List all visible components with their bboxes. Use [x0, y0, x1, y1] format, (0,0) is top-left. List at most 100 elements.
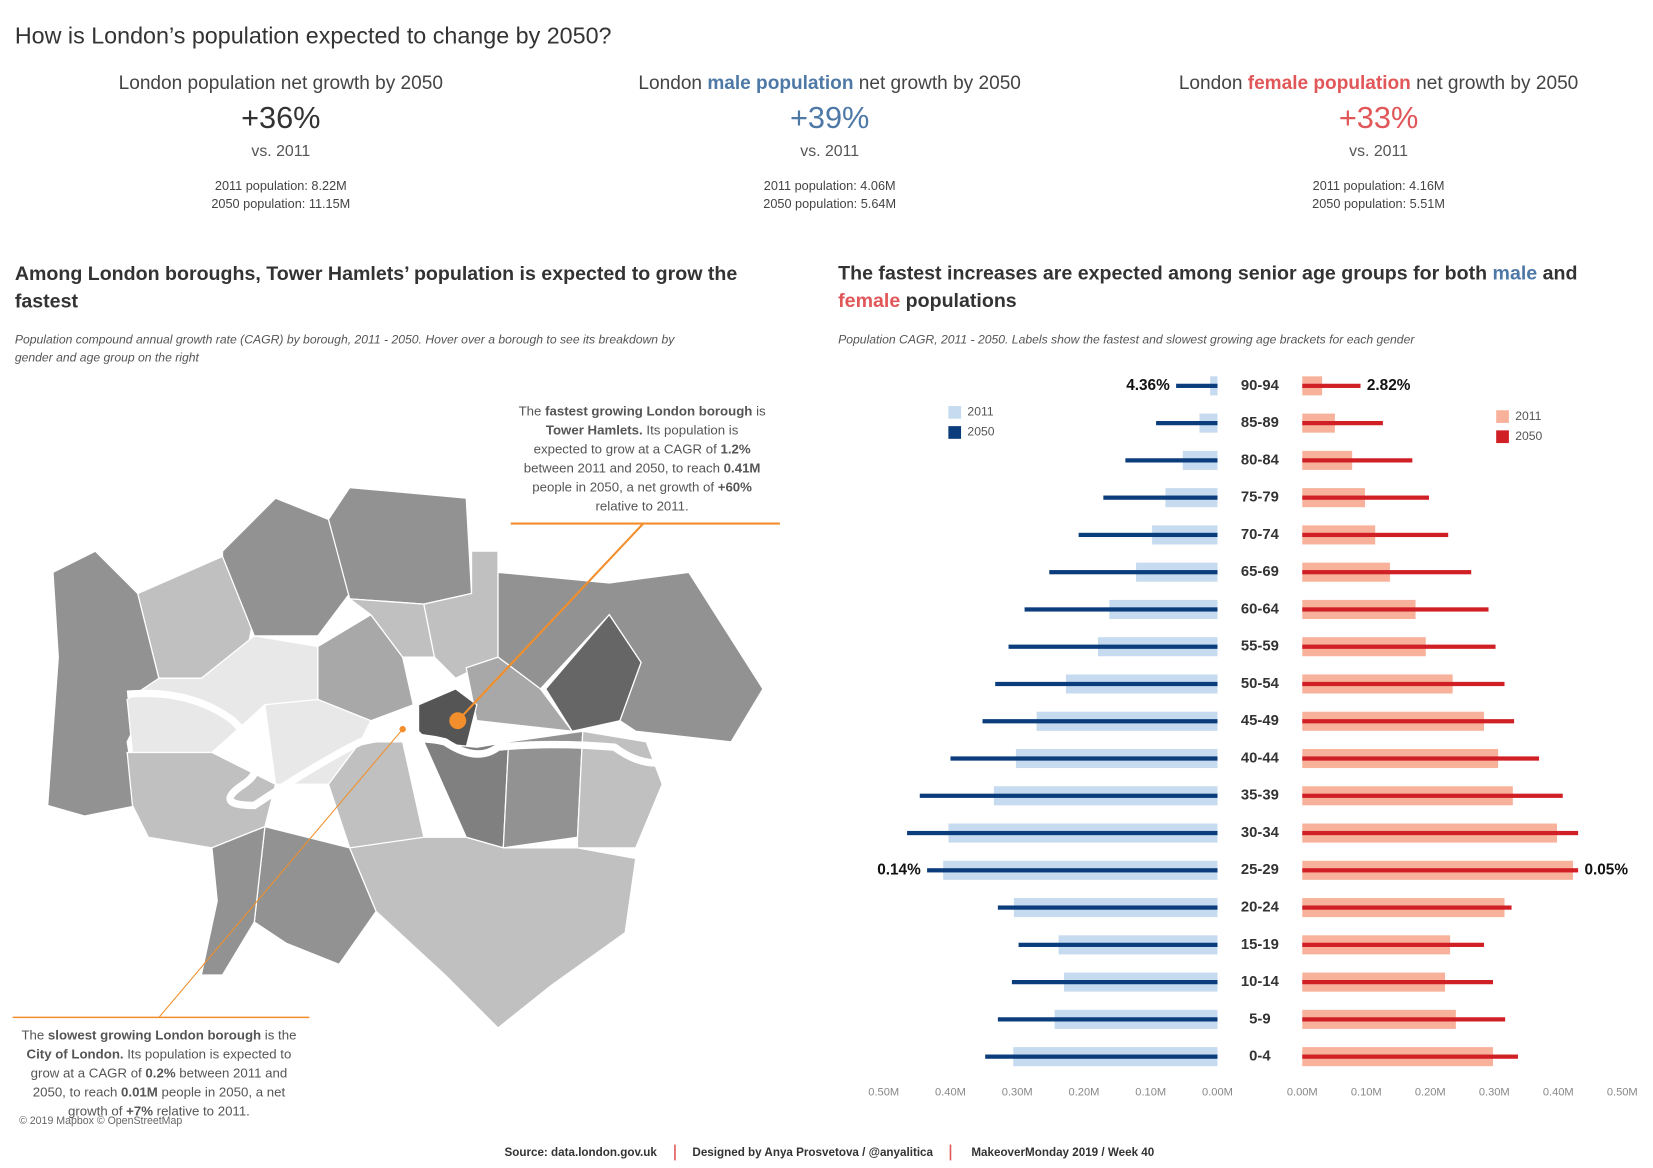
category-label: 20-24 [1241, 900, 1280, 916]
borough [200, 825, 266, 976]
text-run: fastest growing London borough [545, 403, 752, 418]
bar [1302, 681, 1505, 687]
bar [1302, 383, 1361, 388]
category-label: 5-9 [1249, 1011, 1270, 1027]
text-run: between 2011 and 2050, to reach [524, 460, 724, 475]
text-run: expected to grow at a CAGR of [534, 441, 721, 456]
borough [422, 741, 510, 849]
bar [1302, 793, 1563, 798]
annotation-line: grow at a CAGR of 0.2% between 2011 and [31, 1065, 288, 1080]
section-title: fastest [15, 290, 79, 312]
kpi-value: +33% [1339, 100, 1418, 135]
text-run: London [1179, 73, 1248, 94]
legend-label: 2011 [1515, 409, 1541, 423]
category-label: 35-39 [1241, 788, 1279, 804]
x-tick-label: 0.50M [1607, 1087, 1638, 1099]
kpi-comparison: vs. 2011 [1349, 143, 1408, 160]
bar [1018, 942, 1218, 947]
bar [1302, 1017, 1506, 1022]
text-run: slowest growing London borough [48, 1027, 261, 1042]
text-run: net growth by 2050 [853, 73, 1020, 94]
footer-text: MakeoverMonday 2019 / Week 40 [971, 1146, 1154, 1159]
kpi-heading: London male population net growth by 205… [638, 73, 1021, 94]
bar [1302, 979, 1493, 985]
category-label: 15-19 [1241, 937, 1279, 953]
bar [1156, 420, 1218, 426]
highlight-dot [399, 725, 406, 733]
x-tick-label: 0.30M [1002, 1087, 1033, 1099]
bar [950, 756, 1218, 761]
text-run: Its population is expected to [124, 1046, 292, 1061]
text-run: relative to 2011. [596, 498, 689, 513]
x-tick-label: 0.00M [1202, 1087, 1233, 1099]
map [12, 486, 780, 1029]
kpi-detail: 2050 population: 5.51M [1312, 196, 1445, 211]
text-run: The [519, 403, 545, 418]
cagr-label: 0.05% [1584, 861, 1628, 878]
bar [1302, 905, 1512, 910]
bar [995, 681, 1218, 687]
category-label: 90-94 [1241, 378, 1280, 394]
section-subtitle: Population compound annual growth rate (… [15, 333, 675, 347]
text-run: +7% [126, 1103, 153, 1118]
text-run: Tower Hamlets. [546, 422, 643, 437]
chart-subtitle: Population CAGR, 2011 - 2050. Labels sho… [838, 333, 1415, 347]
text-run: is [752, 403, 766, 418]
x-tick-label: 0.40M [1543, 1087, 1574, 1099]
text-run: male [1493, 263, 1538, 285]
category-label: 30-34 [1241, 825, 1280, 841]
bar [1176, 383, 1218, 388]
text-run: The [21, 1027, 47, 1042]
legend-label: 2050 [967, 425, 994, 439]
section-title: Among London boroughs, Tower Hamlets’ po… [15, 263, 738, 285]
chart-title: female populations [838, 290, 1017, 312]
category-label: 40-44 [1241, 750, 1280, 766]
bar [919, 793, 1218, 798]
bar [1302, 756, 1540, 761]
legend-label: 2050 [1515, 429, 1542, 443]
bar [1302, 868, 1579, 873]
page-title: How is London’s population expected to c… [15, 22, 612, 48]
x-tick-label: 0.50M [868, 1087, 899, 1099]
text-run: populations [900, 290, 1017, 312]
kpi-detail: 2011 population: 8.22M [215, 178, 347, 193]
bar [1302, 644, 1496, 649]
kpi-comparison: vs. 2011 [251, 143, 310, 160]
text-run: London population net growth by 2050 [119, 73, 443, 94]
category-label: 0-4 [1249, 1049, 1271, 1065]
bar [927, 868, 1218, 873]
bar [1049, 570, 1218, 575]
legend-swatch [1496, 430, 1509, 444]
bar [1008, 644, 1218, 649]
bar [997, 905, 1218, 910]
bar [985, 1054, 1218, 1059]
x-tick-label: 0.00M [1287, 1087, 1318, 1099]
text-run: people in 2050, a net [158, 1084, 286, 1099]
borough [544, 613, 642, 733]
annotation-line: City of London. Its population is expect… [27, 1046, 292, 1061]
text-run: is the [261, 1027, 296, 1042]
bar [982, 719, 1218, 724]
borough [348, 836, 637, 1029]
annotation-line: The fastest growing London borough is [519, 403, 766, 418]
category-label: 80-84 [1241, 452, 1280, 468]
x-tick-label: 0.20M [1415, 1087, 1446, 1099]
bar [1078, 532, 1218, 538]
leader-line [158, 728, 404, 1018]
text-run: City of London. [27, 1046, 124, 1061]
legend-swatch [1496, 410, 1509, 423]
text-run: male population [707, 73, 853, 94]
text-run: relative to 2011. [153, 1103, 250, 1118]
highlight-dot [449, 712, 467, 730]
bar [1103, 495, 1218, 500]
borough [327, 486, 473, 605]
text-run: female population [1248, 73, 1411, 94]
annotation-line: 2050, to reach 0.01M people in 2050, a n… [33, 1084, 286, 1099]
bar [1302, 942, 1485, 947]
bar [1302, 458, 1413, 463]
kpi-value: +39% [790, 100, 869, 135]
annotation-line: The slowest growing London borough is th… [21, 1027, 296, 1042]
category-label: 45-49 [1241, 713, 1279, 729]
